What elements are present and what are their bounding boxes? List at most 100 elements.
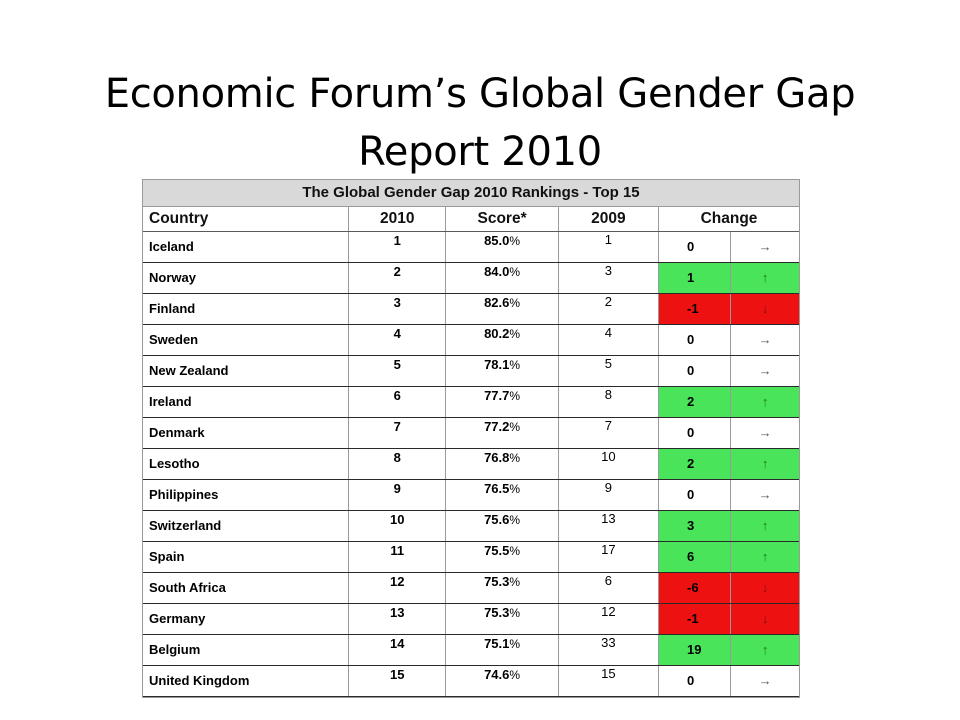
- percent-sign: %: [509, 389, 521, 403]
- rank-2010-cell: 15: [348, 665, 447, 697]
- slide-title-line-1: Economic Forum’s Global Gender Gap: [104, 70, 856, 117]
- rank-2009-cell: 3: [558, 262, 660, 294]
- table-row: United Kingdom 15 74.6% 15 0 →: [143, 665, 799, 697]
- score-value: 77.2: [484, 419, 510, 434]
- change-value-cell: -1: [658, 603, 732, 635]
- change-arrow-icon: ↑: [730, 510, 799, 542]
- rank-2010-cell: 8: [348, 448, 447, 480]
- rank-2009-cell: 1: [558, 231, 660, 263]
- change-arrow-icon: ↓: [730, 572, 799, 604]
- change-value-cell: 2: [658, 448, 732, 480]
- change-value-cell: 0: [658, 324, 732, 356]
- percent-sign: %: [509, 482, 521, 496]
- score-value: 77.7: [484, 388, 510, 403]
- rankings-table: The Global Gender Gap 2010 Rankings - To…: [142, 179, 800, 698]
- change-value-cell: 3: [658, 510, 732, 542]
- rank-2010-cell: 11: [348, 541, 447, 573]
- percent-sign: %: [509, 513, 521, 527]
- table-row: Finland 3 82.6% 2 -1 ↓: [143, 293, 799, 325]
- column-header-change: Change: [658, 206, 799, 232]
- score-cell: 75.5%: [445, 541, 559, 573]
- percent-sign: %: [509, 451, 521, 465]
- score-value: 75.1: [484, 636, 510, 651]
- table-caption: The Global Gender Gap 2010 Rankings - To…: [143, 180, 799, 207]
- table-row: New Zealand 5 78.1% 5 0 →: [143, 355, 799, 387]
- rank-2009-cell: 13: [558, 510, 660, 542]
- rank-2010-cell: 5: [348, 355, 447, 387]
- table-row: Switzerland 10 75.6% 13 3 ↑: [143, 510, 799, 542]
- country-cell: Denmark: [143, 417, 350, 449]
- percent-sign: %: [509, 668, 521, 682]
- arrow-glyph: ↑: [761, 394, 769, 409]
- score-cell: 77.7%: [445, 386, 559, 418]
- arrow-glyph: ↑: [761, 518, 769, 533]
- change-arrow-icon: ↓: [730, 293, 799, 325]
- rank-2010-cell: 1: [348, 231, 447, 263]
- arrow-glyph: ↑: [761, 549, 769, 564]
- percent-sign: %: [509, 575, 521, 589]
- change-value-cell: 0: [658, 355, 732, 387]
- score-cell: 74.6%: [445, 665, 559, 697]
- rank-2009-cell: 10: [558, 448, 660, 480]
- rank-2009-cell: 15: [558, 665, 660, 697]
- arrow-glyph: ↓: [761, 611, 769, 626]
- score-cell: 78.1%: [445, 355, 559, 387]
- rank-2009-cell: 9: [558, 479, 660, 511]
- score-cell: 75.3%: [445, 603, 559, 635]
- table-row: Iceland 1 85.0% 1 0 →: [143, 231, 799, 263]
- table-row: South Africa 12 75.3% 6 -6 ↓: [143, 572, 799, 604]
- score-cell: 82.6%: [445, 293, 559, 325]
- change-value-cell: -6: [658, 572, 732, 604]
- rank-2009-cell: 8: [558, 386, 660, 418]
- country-cell: Switzerland: [143, 510, 350, 542]
- column-header-2009: 2009: [558, 206, 660, 232]
- score-value: 75.6: [484, 512, 510, 527]
- rank-2010-cell: 6: [348, 386, 447, 418]
- rank-2010-cell: 12: [348, 572, 447, 604]
- country-cell: South Africa: [143, 572, 350, 604]
- arrow-glyph: ↓: [761, 301, 769, 316]
- table-row: Sweden 4 80.2% 4 0 →: [143, 324, 799, 356]
- change-arrow-icon: →: [730, 355, 799, 387]
- table-row: Norway 2 84.0% 3 1 ↑: [143, 262, 799, 294]
- percent-sign: %: [509, 234, 521, 248]
- percent-sign: %: [509, 637, 521, 651]
- score-cell: 85.0%: [445, 231, 559, 263]
- country-cell: Iceland: [143, 231, 350, 263]
- score-value: 85.0: [484, 233, 510, 248]
- table-row: Ireland 6 77.7% 8 2 ↑: [143, 386, 799, 418]
- rank-2009-cell: 17: [558, 541, 660, 573]
- change-value-cell: 1: [658, 262, 732, 294]
- rank-2010-cell: 2: [348, 262, 447, 294]
- change-value-cell: 0: [658, 417, 732, 449]
- table-header-row: Country 2010 Score* 2009 Change: [143, 206, 799, 232]
- column-header-country: Country: [143, 206, 350, 232]
- score-cell: 75.1%: [445, 634, 559, 666]
- arrow-glyph: →: [758, 487, 772, 502]
- arrow-glyph: →: [758, 239, 772, 254]
- arrow-glyph: →: [758, 425, 772, 440]
- change-value-cell: 0: [658, 231, 732, 263]
- arrow-glyph: ↑: [761, 270, 769, 285]
- country-cell: United Kingdom: [143, 665, 350, 697]
- slide-title-line-2: Report 2010: [358, 128, 602, 175]
- change-value-cell: 2: [658, 386, 732, 418]
- arrow-glyph: ↓: [761, 580, 769, 595]
- percent-sign: %: [509, 606, 521, 620]
- rank-2009-cell: 12: [558, 603, 660, 635]
- arrow-glyph: ↑: [761, 456, 769, 471]
- score-cell: 75.3%: [445, 572, 559, 604]
- rank-2010-cell: 9: [348, 479, 447, 511]
- column-header-score: Score*: [445, 206, 559, 232]
- country-cell: Finland: [143, 293, 350, 325]
- change-value-cell: 19: [658, 634, 732, 666]
- change-arrow-icon: ↑: [730, 448, 799, 480]
- percent-sign: %: [509, 420, 521, 434]
- change-arrow-icon: →: [730, 479, 799, 511]
- change-arrow-icon: ↓: [730, 603, 799, 635]
- rank-2010-cell: 7: [348, 417, 447, 449]
- percent-sign: %: [509, 265, 521, 279]
- change-value-cell: 0: [658, 665, 732, 697]
- arrow-glyph: →: [758, 363, 772, 378]
- percent-sign: %: [509, 296, 521, 310]
